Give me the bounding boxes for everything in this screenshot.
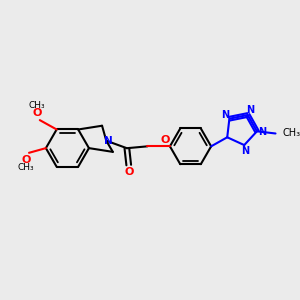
Text: CH₃: CH₃ xyxy=(28,100,45,109)
Text: O: O xyxy=(32,108,42,118)
Text: N: N xyxy=(258,127,267,137)
Text: CH₃: CH₃ xyxy=(18,163,34,172)
Text: N: N xyxy=(221,110,229,120)
Text: O: O xyxy=(22,155,31,165)
Text: CH₃: CH₃ xyxy=(283,128,300,139)
Text: N: N xyxy=(241,146,249,156)
Text: N: N xyxy=(246,105,254,115)
Text: O: O xyxy=(124,167,134,177)
Text: O: O xyxy=(160,135,170,145)
Text: N: N xyxy=(104,136,112,146)
